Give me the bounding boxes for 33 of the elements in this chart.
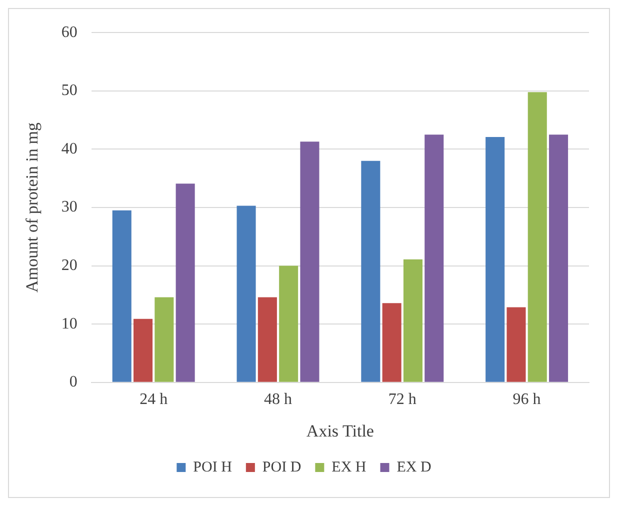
y-tick-label: 10	[61, 315, 78, 332]
bar	[134, 318, 153, 382]
bar	[361, 160, 380, 382]
legend-label: POI D	[262, 459, 302, 476]
x-tick-label: 96 h	[512, 391, 541, 408]
y-tick-label: 40	[61, 140, 78, 158]
y-tick-label: 0	[69, 374, 78, 391]
bar	[154, 297, 174, 382]
y-tick-label: 20	[61, 257, 78, 274]
bar	[403, 259, 422, 382]
bar	[112, 210, 132, 382]
x-tick-label: 72 h	[388, 391, 416, 408]
x-axis-title: Axis Title	[306, 421, 374, 440]
bar	[528, 92, 547, 382]
x-tick-label: 24 h	[140, 391, 168, 408]
bar	[279, 266, 298, 382]
bar	[176, 184, 195, 382]
bar	[258, 297, 277, 382]
bar	[382, 303, 402, 382]
bar	[549, 134, 568, 382]
y-axis-title: Amount of protein in mg	[22, 122, 42, 292]
y-tick-label: 60	[61, 24, 78, 41]
legend-label: EX H	[332, 459, 366, 476]
legend-label: POI H	[193, 459, 232, 476]
bar	[506, 307, 526, 382]
bar	[300, 142, 320, 382]
y-tick-label: 50	[61, 82, 78, 100]
y-tick-label: 30	[61, 198, 78, 216]
bar	[424, 134, 444, 382]
bar	[486, 136, 505, 382]
legend-label: EX D	[396, 459, 432, 476]
bar	[236, 206, 256, 382]
x-tick-label: 48 h	[264, 391, 292, 408]
